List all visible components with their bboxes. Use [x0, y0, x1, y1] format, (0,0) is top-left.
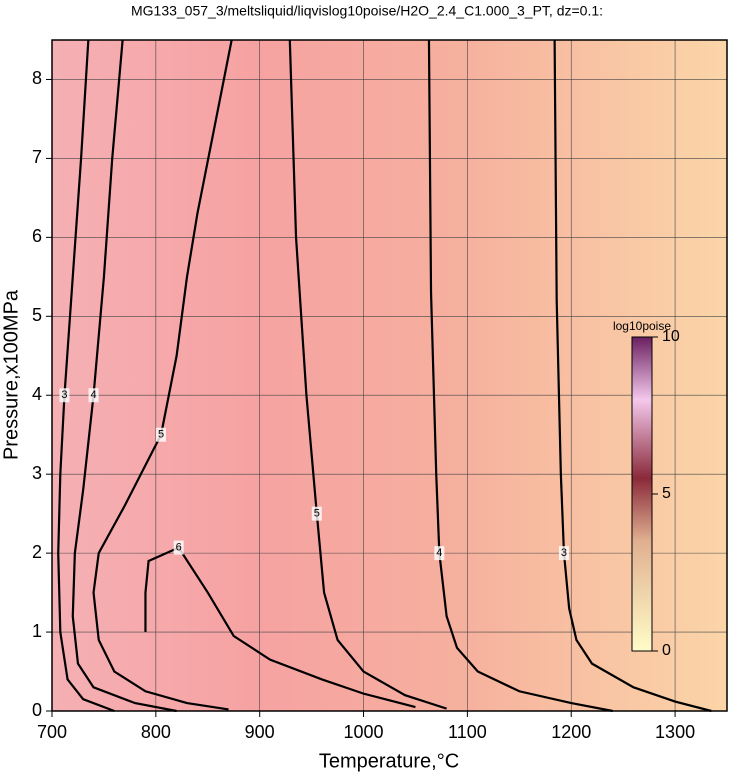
- contour-line: [92, 39, 233, 711]
- contour-label: 4: [436, 547, 442, 559]
- y-tick-label: 0: [32, 700, 42, 720]
- y-axis-label: Pressure,x100MPa: [0, 289, 22, 460]
- contour-label: 6: [176, 541, 182, 553]
- contour-label-bg: [173, 540, 184, 555]
- y-tick-label: 3: [32, 463, 42, 483]
- chart-title: MG133_057_3/meltsliquid/liqvislog10poise…: [131, 3, 603, 19]
- y-tick-label: 2: [32, 542, 42, 562]
- contour-line: [553, 39, 712, 713]
- colorbar-tick-label: 10: [662, 328, 680, 345]
- contour-label: 4: [90, 389, 96, 401]
- contour-label-bg: [88, 388, 99, 403]
- x-tick-label: 1000: [344, 722, 384, 742]
- contour-line: [71, 39, 177, 713]
- contour-line: [57, 39, 115, 713]
- contour-label: 5: [158, 429, 164, 441]
- contour-line: [144, 546, 416, 709]
- y-tick-label: 5: [32, 305, 42, 325]
- y-tick-label: 6: [32, 226, 42, 246]
- contour-label-bg: [156, 427, 167, 442]
- colorbar-tick-label: 0: [662, 642, 671, 659]
- y-tick-label: 8: [32, 68, 42, 88]
- plot-background: [52, 40, 727, 711]
- x-tick-label: 1300: [655, 722, 695, 742]
- y-tick-label: 7: [32, 147, 42, 167]
- contour-label: 3: [61, 389, 67, 401]
- y-tick-label: 4: [32, 384, 42, 404]
- x-tick-label: 900: [245, 722, 275, 742]
- x-tick-label: 800: [141, 722, 171, 742]
- x-tick-label: 1200: [551, 722, 591, 742]
- x-tick-label: 1100: [448, 722, 487, 742]
- contour-label: 3: [561, 547, 567, 559]
- x-tick-label: 700: [37, 722, 67, 742]
- colorbar-label: log10poise: [613, 319, 671, 333]
- contour-label-bg: [558, 546, 569, 561]
- y-tick-label: 1: [32, 621, 42, 641]
- plot-frame: [51, 39, 728, 712]
- colorbar: [631, 336, 653, 652]
- contour-label-bg: [59, 388, 70, 403]
- contour-label: 5: [314, 508, 320, 520]
- contour-label-bg: [311, 506, 322, 521]
- contour-line: [427, 39, 613, 713]
- contour-line: [288, 39, 447, 710]
- contour-label-bg: [434, 546, 445, 561]
- x-axis-label: Temperature,°C: [319, 750, 459, 772]
- colorbar-tick-label: 5: [662, 485, 671, 502]
